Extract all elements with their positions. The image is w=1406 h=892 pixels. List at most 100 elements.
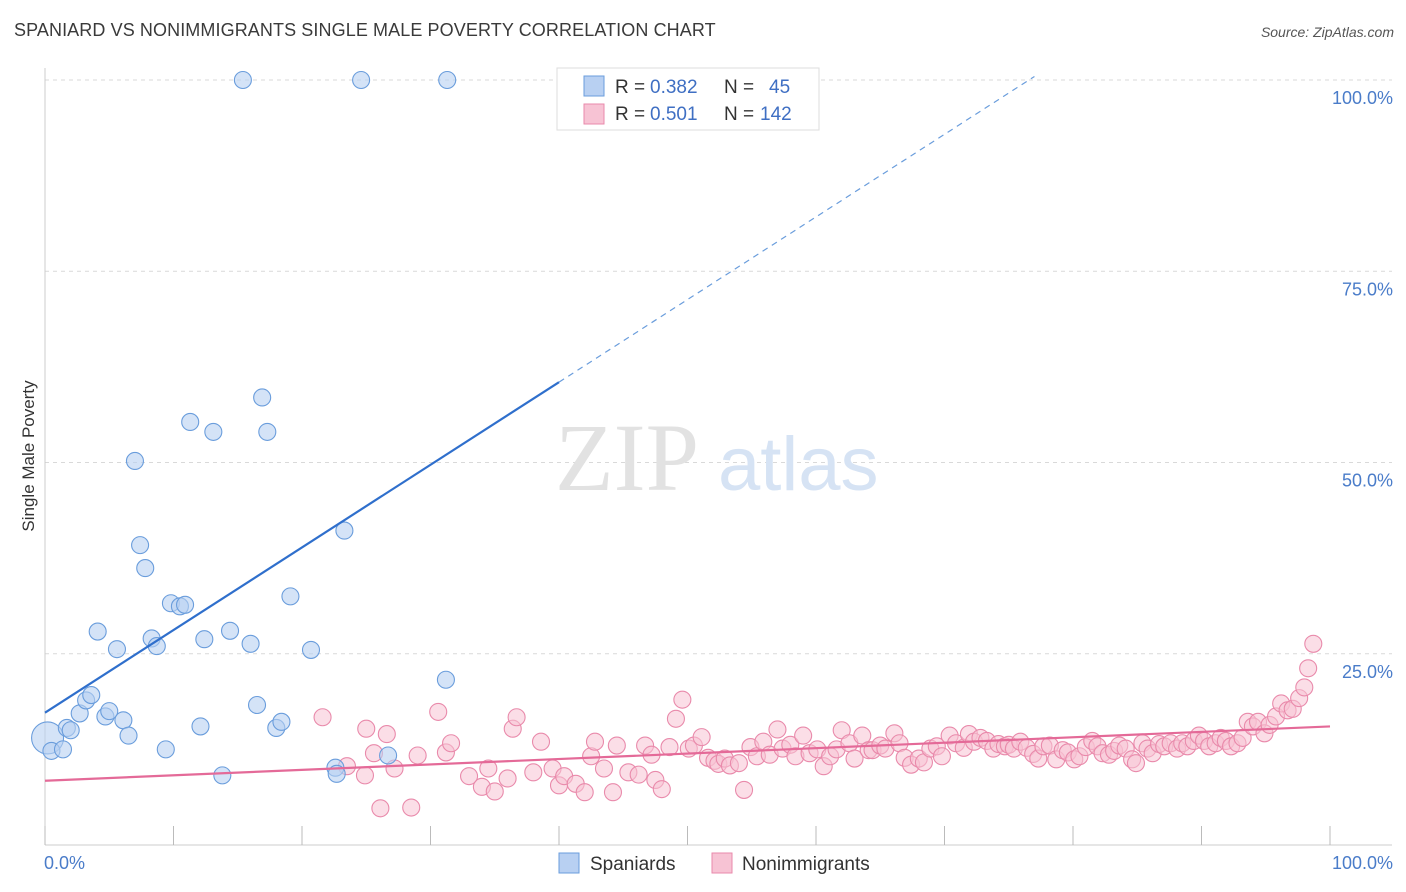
bottom-legend-nonimmigrants: Nonimmigrants xyxy=(742,854,870,875)
nonimmigrants-point xyxy=(734,780,754,799)
nonimmigrants-point xyxy=(459,767,479,786)
nonimmigrants-point xyxy=(442,734,461,753)
spaniards-point xyxy=(125,451,144,471)
nonimmigrants-point xyxy=(729,754,748,773)
spaniards-point xyxy=(335,521,354,540)
nonimmigrants-point xyxy=(485,782,504,801)
spaniards-point xyxy=(436,670,455,689)
spaniards-point xyxy=(241,634,260,653)
spaniards-point xyxy=(107,640,127,659)
nonimmigrants-point xyxy=(1304,634,1323,653)
spaniards-point xyxy=(247,695,267,715)
legend-swatch-spaniards xyxy=(583,75,605,97)
nonimmigrants-point xyxy=(357,719,376,738)
nonimmigrants-point xyxy=(629,765,648,784)
spaniards-point xyxy=(352,70,371,90)
nonimmigrants-point xyxy=(768,720,787,739)
spaniards-point xyxy=(88,622,107,641)
nonimmigrants-point xyxy=(575,783,594,802)
legend-r-value-nonimmigrants: 0.501 xyxy=(650,104,698,125)
nonimmigrants-point xyxy=(524,763,543,782)
spaniards-point xyxy=(119,726,138,745)
nonimmigrants-point xyxy=(1299,659,1318,678)
spaniards-point xyxy=(191,717,210,736)
spaniards-point xyxy=(136,559,155,578)
x-tick-label: 100.0% xyxy=(1332,853,1393,873)
axes xyxy=(44,68,1392,846)
legend-n-label-spaniards: N = xyxy=(724,77,754,98)
legend-r-label-spaniards: R = xyxy=(615,77,645,98)
spaniards-point xyxy=(176,595,195,614)
nonimmigrants-point xyxy=(585,732,605,751)
nonimmigrants-point xyxy=(355,766,375,785)
spaniards-point xyxy=(82,686,101,705)
spaniards-point xyxy=(131,536,150,555)
source-credit: Source: ZipAtlas.com xyxy=(1260,24,1394,40)
tick-labels: 25.0% 50.0% 75.0% 100.0% 0.0% 100.0% xyxy=(44,88,1393,873)
nonimmigrants-point xyxy=(845,749,864,768)
nonimmigrants-point xyxy=(932,747,951,766)
spaniards-point xyxy=(301,640,321,659)
grid-lines xyxy=(45,79,1392,655)
nonimmigrants-point xyxy=(531,732,551,751)
spaniards-trend-line xyxy=(44,381,560,714)
legend: R = 0.382 N = 45 R = 0.501 N = 142 xyxy=(556,67,820,131)
x-tick-label: 0.0% xyxy=(44,853,85,873)
nonimmigrants-points xyxy=(313,634,1323,818)
nonimmigrants-point xyxy=(371,799,390,818)
nonimmigrants-point xyxy=(507,708,526,727)
nonimmigrants-point xyxy=(408,746,427,765)
spaniards-point xyxy=(233,70,252,90)
nonimmigrants-point xyxy=(673,690,692,709)
nonimmigrants-point xyxy=(794,726,813,745)
bottom-legend-spaniards: Spaniards xyxy=(590,854,676,875)
spaniards-point xyxy=(258,422,277,441)
nonimmigrants-point xyxy=(1295,678,1314,697)
spaniards-point xyxy=(253,388,272,407)
nonimmigrants-point xyxy=(666,709,685,728)
nonimmigrants-point xyxy=(377,725,396,744)
legend-n-label-nonimmigrants: N = xyxy=(724,104,754,125)
bottom-legend-swatch-nonimmigrants xyxy=(711,852,733,874)
spaniards-point xyxy=(61,721,80,740)
spaniards-point xyxy=(156,740,175,759)
spaniards-point xyxy=(272,712,291,731)
y-tick-label: 50.0% xyxy=(1342,471,1393,491)
spaniards-point xyxy=(100,702,119,721)
nonimmigrants-point xyxy=(1126,754,1146,773)
trend-lines xyxy=(44,75,1331,782)
spaniards-point xyxy=(220,621,240,640)
spaniards-point xyxy=(181,412,200,432)
y-axis-label: Single Male Poverty xyxy=(19,380,38,532)
nonimmigrants-point xyxy=(402,798,421,817)
spaniards-point xyxy=(53,740,73,759)
nonimmigrants-point xyxy=(498,769,517,788)
legend-r-label-nonimmigrants: R = xyxy=(615,104,645,125)
bottom-legend-swatch-spaniards xyxy=(558,852,580,874)
spaniards-point xyxy=(379,746,398,765)
nonimmigrants-point xyxy=(313,708,332,727)
spaniards-point xyxy=(281,587,300,606)
chart-title: SPANIARD VS NONIMMIGRANTS SINGLE MALE PO… xyxy=(14,20,716,40)
spaniards-point xyxy=(438,70,457,90)
watermark: ZIP atlas xyxy=(555,404,879,511)
legend-n-value-spaniards: 45 xyxy=(769,77,790,98)
nonimmigrants-point xyxy=(660,738,679,757)
nonimmigrants-trend-line xyxy=(44,725,1331,782)
spaniards-point xyxy=(213,766,232,785)
spaniards-point xyxy=(195,630,214,649)
legend-r-value-spaniards: 0.382 xyxy=(650,77,698,98)
nonimmigrants-point xyxy=(603,783,623,802)
nonimmigrants-point xyxy=(429,702,448,721)
nonimmigrants-point xyxy=(479,759,498,778)
y-tick-label: 25.0% xyxy=(1342,662,1393,682)
watermark-zip: ZIP xyxy=(555,404,699,511)
nonimmigrants-point xyxy=(607,736,626,755)
nonimmigrants-point xyxy=(594,759,614,778)
spaniards-point xyxy=(114,711,133,730)
spaniards-points xyxy=(31,70,457,785)
watermark-atlas: atlas xyxy=(718,422,879,507)
nonimmigrants-point xyxy=(692,728,711,747)
spaniards-point xyxy=(204,422,223,441)
